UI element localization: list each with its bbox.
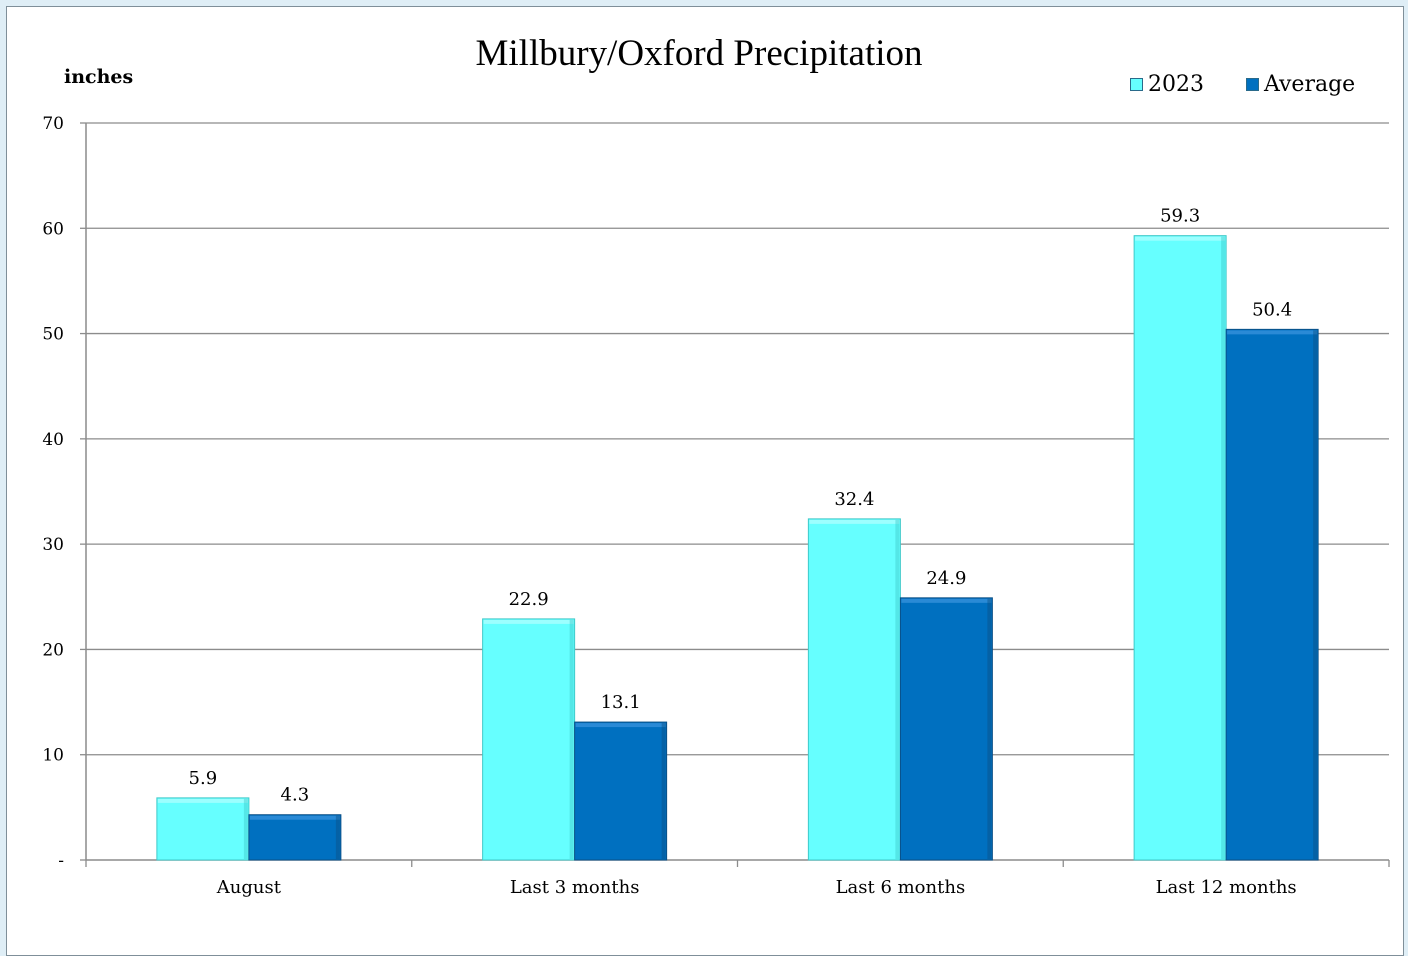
- bar-bevel-side: [1313, 330, 1318, 859]
- bar-bevel-top: [1135, 236, 1226, 241]
- y-tick-label: 20: [42, 640, 64, 660]
- bar-average: [899, 597, 993, 861]
- bar-bevel-side: [895, 519, 900, 859]
- bar-2023: [1133, 235, 1227, 861]
- bar-bevel-top: [901, 598, 992, 603]
- data-label-2023: 5.9: [189, 768, 218, 789]
- legend-label-average: Average: [1264, 72, 1356, 97]
- bar-bevel-top: [575, 723, 666, 728]
- y-tick-label: 30: [42, 535, 64, 555]
- bar-bevel-top: [1227, 330, 1318, 335]
- legend-item-2023: 2023: [1130, 72, 1204, 97]
- bar-average: [248, 814, 342, 861]
- bar-bevel-side: [1221, 236, 1226, 860]
- x-category-label: Last 12 months: [1156, 877, 1297, 898]
- data-label-2023: 32.4: [834, 489, 874, 510]
- bar-bevel-top: [249, 815, 340, 820]
- bar-bevel-side: [569, 619, 574, 859]
- bar-bevel-side: [243, 798, 248, 859]
- y-tick-label: 40: [42, 430, 64, 450]
- y-tick-label: 60: [42, 219, 64, 239]
- bar-bevel-side: [987, 598, 992, 859]
- bar-2023: [807, 518, 901, 861]
- legend-item-average: Average: [1246, 72, 1355, 97]
- data-label-average: 4.3: [281, 785, 310, 806]
- y-axis-unit-label: inches: [64, 66, 134, 88]
- x-category-label: Last 6 months: [836, 877, 966, 898]
- data-label-average: 50.4: [1252, 299, 1292, 320]
- x-category-label: August: [216, 877, 282, 898]
- bar-bevel-top: [157, 798, 248, 803]
- data-label-average: 24.9: [926, 568, 966, 589]
- legend-label-2023: 2023: [1148, 72, 1204, 97]
- y-tick-label: -: [58, 851, 64, 871]
- bar-bevel-side: [661, 723, 666, 859]
- y-tick-label: 50: [42, 325, 64, 345]
- data-label-2023: 59.3: [1160, 206, 1200, 227]
- data-label-average: 13.1: [601, 692, 641, 713]
- bar-average: [1225, 328, 1319, 861]
- y-tick-label: 10: [42, 746, 64, 766]
- y-tick-label: 70: [42, 114, 64, 134]
- bar-2023: [156, 797, 250, 861]
- data-label-2023: 22.9: [509, 589, 549, 610]
- bar-bevel-top: [483, 619, 574, 624]
- bar-bevel-side: [335, 815, 340, 859]
- legend-swatch-average: [1246, 78, 1259, 91]
- bar-2023: [482, 618, 576, 861]
- chart-title: Millbury/Oxford Precipitation: [475, 33, 923, 74]
- bar-bevel-top: [809, 519, 900, 524]
- bar-average: [574, 721, 668, 861]
- legend-swatch-2023: [1130, 78, 1143, 91]
- x-category-label: Last 3 months: [510, 877, 640, 898]
